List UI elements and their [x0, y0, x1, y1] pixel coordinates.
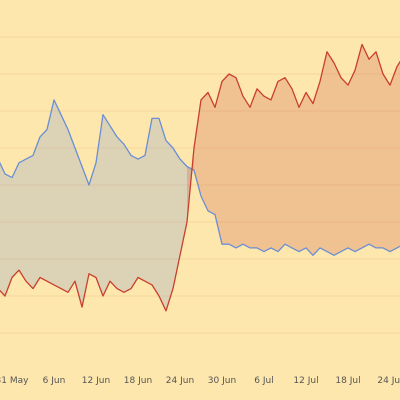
x-tick-label: 24 Jun — [166, 376, 194, 386]
series-lines — [0, 43, 400, 312]
x-tick-label: 30 Jun — [208, 376, 236, 386]
x-tick-label: 6 Jul — [254, 376, 273, 386]
grid — [0, 36, 400, 334]
series-2-line — [0, 43, 400, 312]
x-tick-label: 18 Jun — [124, 376, 152, 386]
x-axis: 31 May 6 Jun 12 Jun 18 Jun 24 Jun 30 Jun 6 Jul… — [0, 376, 400, 386]
series-2-area — [187, 44, 400, 256]
x-tick-label: 24 Jul — [377, 376, 400, 386]
x-tick-label: 6 Jun — [43, 376, 66, 386]
x-tick-label: 18 Jul — [335, 376, 360, 386]
series-1-line — [0, 99, 400, 256]
series-areas — [0, 44, 400, 311]
x-tick-label: 12 Jun — [82, 376, 110, 386]
x-tick-label: 12 Jul — [293, 376, 318, 386]
series-1-area — [0, 99, 194, 311]
x-tick-label: 31 May — [0, 376, 29, 386]
